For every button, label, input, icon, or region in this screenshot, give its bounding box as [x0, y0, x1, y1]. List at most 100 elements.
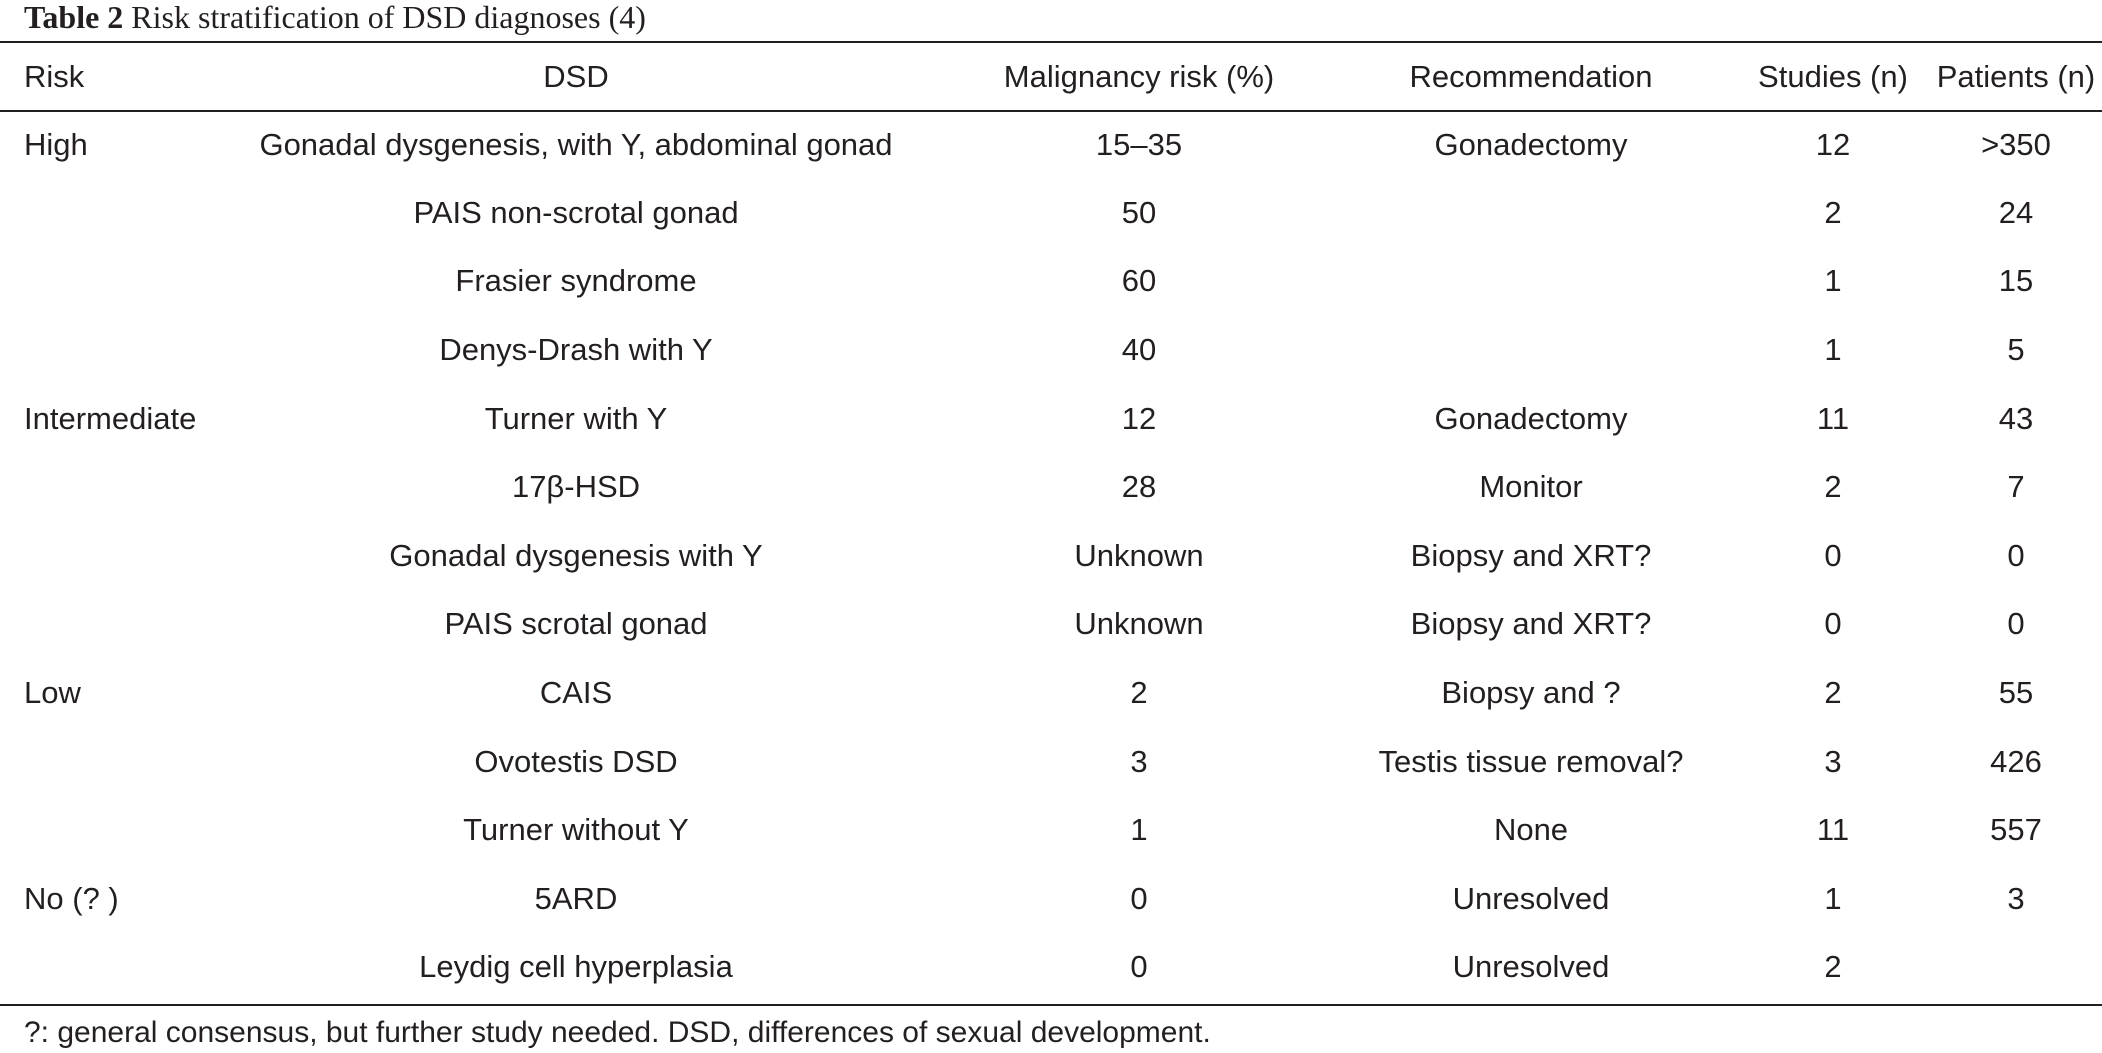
cell-studies: 2	[1824, 469, 1842, 505]
column-header-recommendation: Recommendation	[1409, 58, 1653, 94]
cell-malignancy-risk: 50	[1121, 194, 1157, 230]
cell-recommendation: Biopsy and ?	[1441, 675, 1621, 711]
table-row: No (? ) 5ARD 0 Unresolved 1 3	[0, 865, 2102, 934]
column-header-malignancy-risk: Malignancy risk (%)	[1003, 58, 1275, 94]
cell-dsd: Gonadal dysgenesis, with Y, abdominal go…	[259, 127, 893, 163]
cell-patients: 7	[2007, 469, 2025, 505]
cell-recommendation: Gonadectomy	[1434, 127, 1628, 163]
cell-dsd: 5ARD	[534, 880, 618, 916]
cell-dsd: Leydig cell hyperplasia	[419, 949, 733, 985]
table-header: Risk DSD Malignancy risk (%) Recommendat…	[0, 43, 2102, 110]
cell-dsd: Gonadal dysgenesis with Y	[389, 537, 763, 573]
cell-malignancy-risk: 3	[1130, 743, 1148, 779]
risk-stratification-table: Risk DSD Malignancy risk (%) Recommendat…	[0, 43, 2102, 1002]
cell-studies: 1	[1824, 332, 1842, 368]
cell-malignancy-risk: Unknown	[1074, 537, 1204, 573]
cell-studies: 0	[1824, 606, 1842, 642]
cell-dsd: CAIS	[539, 675, 613, 711]
cell-recommendation: Testis tissue removal?	[1378, 743, 1684, 779]
table-caption: Table 2 Risk stratification of DSD diagn…	[24, 0, 646, 38]
cell-malignancy-risk: 40	[1121, 332, 1157, 368]
cell-patients: 55	[1998, 675, 2034, 711]
cell-patients: >350	[1981, 127, 2051, 163]
cell-malignancy-risk: 1	[1130, 812, 1148, 848]
cell-studies: 1	[1824, 263, 1842, 299]
cell-recommendation: Biopsy and XRT?	[1410, 537, 1652, 573]
cell-studies: 2	[1824, 949, 1842, 985]
cell-risk: High	[24, 127, 88, 163]
column-header-dsd: DSD	[543, 58, 609, 94]
cell-studies: 11	[1816, 400, 1850, 436]
cell-risk: Low	[24, 675, 81, 711]
cell-risk	[0, 727, 200, 796]
cell-recommendation: None	[1493, 812, 1569, 848]
column-header-patients: Patients (n)	[1936, 58, 2096, 94]
cell-malignancy-risk: 0	[1130, 880, 1148, 916]
table-row: Low CAIS 2 Biopsy and ? 2 55	[0, 659, 2102, 728]
cell-risk	[0, 522, 200, 591]
cell-risk	[0, 590, 200, 659]
cell-risk: Intermediate	[24, 400, 197, 436]
cell-malignancy-risk: 60	[1121, 263, 1157, 299]
cell-studies: 0	[1824, 537, 1842, 573]
cell-malignancy-risk: 28	[1121, 469, 1157, 505]
table-footnote: ?: general consensus, but further study …	[24, 1016, 1211, 1049]
cell-recommendation: Biopsy and XRT?	[1410, 606, 1652, 642]
cell-risk	[0, 316, 200, 385]
table-row: PAIS scrotal gonad Unknown Biopsy and XRT?…	[0, 590, 2102, 659]
cell-studies: 1	[1824, 880, 1842, 916]
cell-dsd: Turner with Y	[484, 400, 668, 436]
cell-dsd: Ovotestis DSD	[474, 743, 678, 779]
cell-dsd: Frasier syndrome	[455, 263, 697, 299]
table-row: Leydig cell hyperplasia 0 Unresolved 2	[0, 933, 2102, 1002]
table-row: Turner without Y 1 None 11 557	[0, 796, 2102, 865]
cell-patients: 0	[2007, 606, 2025, 642]
cell-dsd: PAIS non-scrotal gonad	[413, 194, 739, 230]
table-row: Intermediate Turner with Y 12 Gonadectomy 11…	[0, 384, 2102, 453]
cell-studies: 2	[1824, 675, 1842, 711]
cell-patients: 5	[2007, 332, 2025, 368]
cell-patients	[1930, 933, 2102, 1002]
cell-patients: 426	[1990, 743, 2042, 779]
cell-patients: 43	[1998, 400, 2034, 436]
column-header-risk: Risk	[24, 58, 85, 94]
cell-risk	[0, 453, 200, 522]
cell-risk	[0, 796, 200, 865]
header-row: Risk DSD Malignancy risk (%) Recommendat…	[0, 43, 2102, 110]
cell-malignancy-risk: Unknown	[1074, 606, 1204, 642]
cell-studies: 2	[1824, 194, 1842, 230]
cell-dsd: Denys-Drash with Y	[439, 332, 713, 368]
cell-risk	[0, 933, 200, 1002]
cell-recommendation: Unresolved	[1452, 880, 1610, 916]
table-row: Frasier syndrome 60 1 15	[0, 247, 2102, 316]
cell-malignancy-risk: 2	[1130, 675, 1148, 711]
table-header-rule	[0, 110, 2102, 112]
cell-studies: 11	[1816, 812, 1850, 848]
cell-recommendation: Gonadectomy	[1434, 400, 1628, 436]
cell-studies: 12	[1815, 127, 1851, 163]
column-header-studies: Studies (n)	[1758, 58, 1908, 94]
table-bottom-rule	[0, 1004, 2102, 1006]
cell-recommendation: Monitor	[1479, 469, 1583, 505]
cell-recommendation	[1326, 179, 1736, 248]
cell-patients: 24	[1998, 194, 2034, 230]
table-caption-label: Table 2	[24, 0, 124, 35]
cell-recommendation	[1326, 247, 1736, 316]
cell-risk	[0, 247, 200, 316]
table-row: PAIS non-scrotal gonad 50 2 24	[0, 179, 2102, 248]
cell-recommendation	[1326, 316, 1736, 385]
cell-malignancy-risk: 12	[1121, 400, 1157, 436]
table-caption-title: Risk stratification of DSD diagnoses (4)	[131, 0, 646, 35]
table-top-rule	[0, 41, 2102, 43]
cell-studies: 3	[1824, 743, 1842, 779]
cell-dsd: Turner without Y	[463, 812, 689, 848]
table-row: Denys-Drash with Y 40 1 5	[0, 316, 2102, 385]
cell-malignancy-risk: 0	[1130, 949, 1148, 985]
cell-malignancy-risk: 15–35	[1095, 127, 1183, 163]
table-body: High Gonadal dysgenesis, with Y, abdomina…	[0, 110, 2102, 1002]
cell-patients: 3	[2007, 880, 2025, 916]
cell-patients: 0	[2007, 537, 2025, 573]
cell-risk	[0, 179, 200, 248]
cell-recommendation: Unresolved	[1452, 949, 1610, 985]
cell-dsd: PAIS scrotal gonad	[444, 606, 708, 642]
